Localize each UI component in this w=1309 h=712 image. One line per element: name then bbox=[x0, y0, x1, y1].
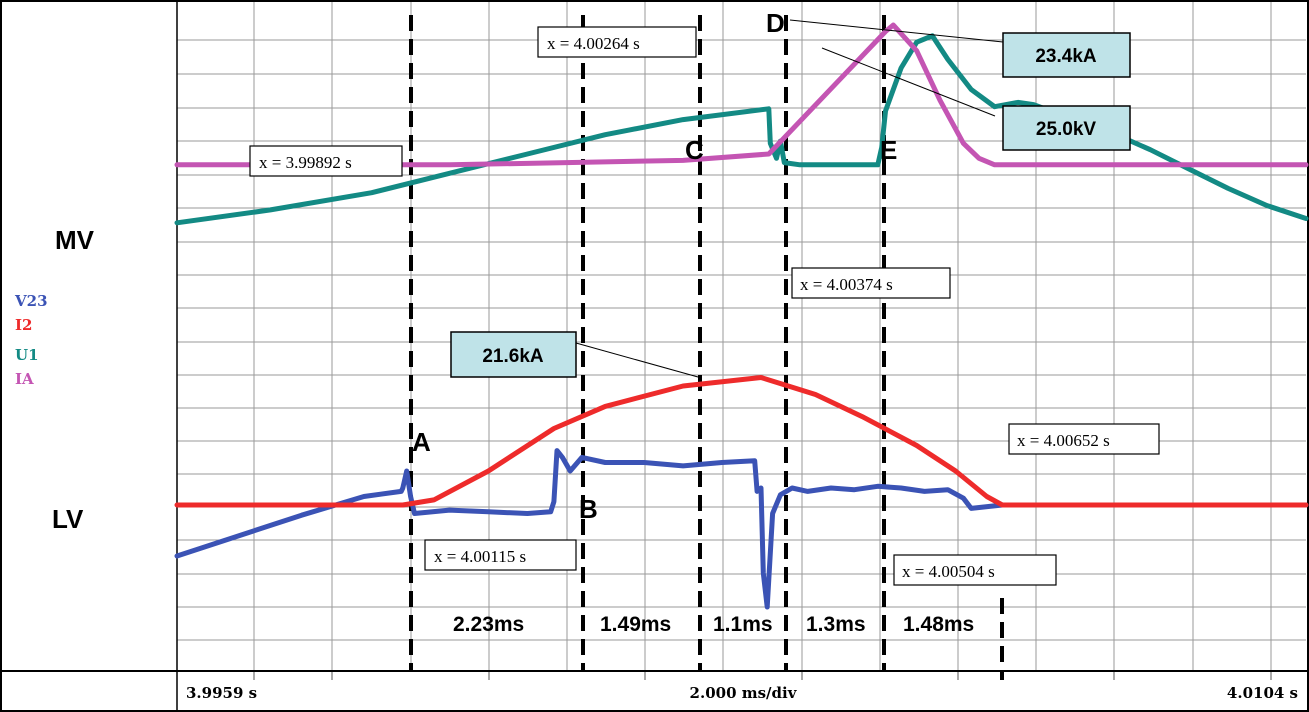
duration-label: 1.49ms bbox=[600, 613, 671, 636]
svg-text:21.6kA: 21.6kA bbox=[482, 346, 544, 367]
svg-text:x = 4.00374 s: x = 4.00374 s bbox=[800, 275, 893, 294]
duration-label: 2.23ms bbox=[453, 613, 524, 636]
svg-text:x = 4.00115 s: x = 4.00115 s bbox=[434, 547, 526, 566]
svg-text:x = 4.00652 s: x = 4.00652 s bbox=[1017, 431, 1110, 450]
trace-i2 bbox=[174, 375, 1309, 508]
cursor-readout: x = 4.00652 s bbox=[1008, 423, 1160, 455]
point-label-b: B bbox=[579, 494, 598, 524]
leader-line bbox=[575, 342, 699, 378]
legend-ia: IA bbox=[15, 370, 34, 388]
channel-label-mv: MV bbox=[55, 225, 95, 255]
point-label-a: A bbox=[412, 427, 431, 457]
legend-i2: I2 bbox=[15, 316, 32, 334]
svg-text:23.4kA: 23.4kA bbox=[1035, 46, 1097, 67]
point-label-d: D bbox=[766, 8, 785, 38]
duration-label: 1.3ms bbox=[806, 613, 866, 636]
leader-line bbox=[821, 47, 996, 117]
peak-callout: 25.0kV bbox=[1002, 105, 1131, 151]
peak-callout: 21.6kA bbox=[450, 331, 577, 378]
cursor-readout: x = 4.00504 s bbox=[893, 554, 1057, 586]
svg-text:x = 4.00264 s: x = 4.00264 s bbox=[547, 34, 640, 53]
legend-u1: U1 bbox=[15, 346, 39, 364]
cursor-readout: x = 4.00374 s bbox=[791, 267, 951, 299]
legend-v23: V23 bbox=[14, 292, 48, 310]
peak-callout: 23.4kA bbox=[1002, 32, 1131, 78]
callout-leaders bbox=[575, 19, 1004, 378]
cursor-readout: x = 4.00264 s bbox=[537, 26, 697, 58]
channel-label-lv: LV bbox=[52, 504, 84, 534]
duration-label: 1.1ms bbox=[713, 613, 773, 636]
point-label-e: E bbox=[880, 135, 897, 165]
cursor-readout: x = 4.00115 s bbox=[424, 539, 577, 571]
svg-text:25.0kV: 25.0kV bbox=[1036, 119, 1097, 140]
axis-start-label: 3.9959 s bbox=[186, 684, 257, 702]
trace-ia bbox=[174, 22, 1309, 168]
point-label-c: C bbox=[685, 135, 704, 165]
axis-minor-ticks bbox=[253, 672, 1272, 680]
duration-label: 1.48ms bbox=[903, 613, 974, 636]
trace-v23 bbox=[174, 448, 1309, 610]
grid bbox=[177, 2, 1306, 670]
leader-line bbox=[789, 19, 1004, 43]
svg-text:x = 4.00504 s: x = 4.00504 s bbox=[902, 562, 995, 581]
cursor-readout: x = 3.99892 s bbox=[249, 145, 403, 177]
axis-scale-label: 2.000 ms/div bbox=[690, 684, 798, 702]
axis-end-label: 4.0104 s bbox=[1227, 684, 1298, 702]
svg-text:x = 3.99892 s: x = 3.99892 s bbox=[259, 153, 352, 172]
